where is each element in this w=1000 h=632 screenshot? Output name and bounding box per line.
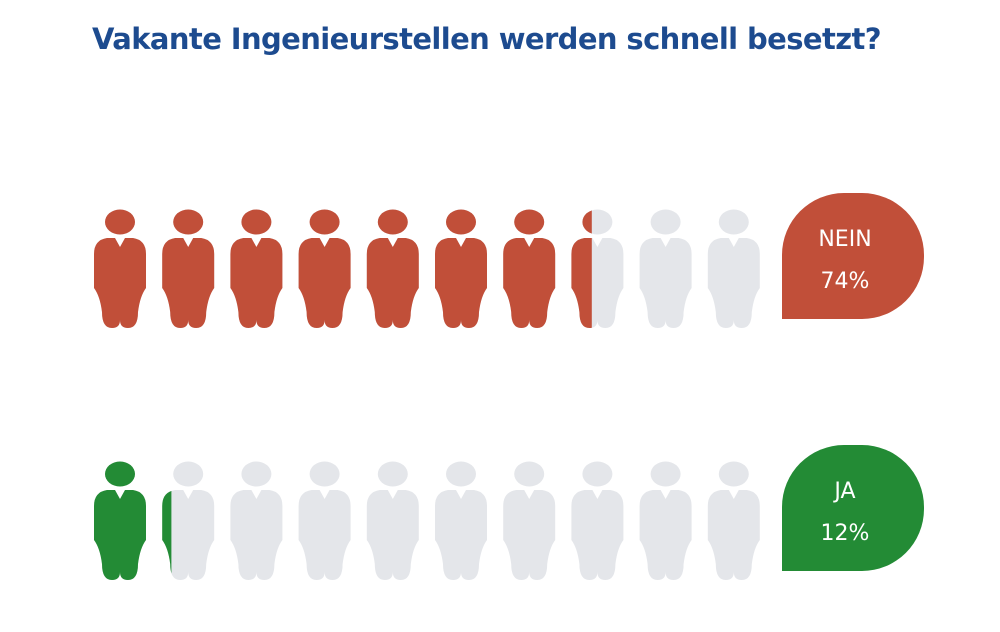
person-icon xyxy=(707,209,760,328)
person-icon xyxy=(162,461,215,580)
person-icon xyxy=(435,209,487,328)
badge-label: NEIN xyxy=(818,227,871,252)
person-icon xyxy=(503,461,556,580)
row-nein: NEIN 74% xyxy=(94,193,924,328)
badge-value: 12% xyxy=(821,521,870,546)
person-icon xyxy=(298,209,351,328)
person-icon xyxy=(230,209,283,328)
badge-nein: NEIN 74% xyxy=(782,193,924,319)
person-icon xyxy=(298,461,351,580)
person-icon xyxy=(707,461,760,580)
person-icon xyxy=(571,461,624,580)
chart-title: Vakante Ingenieurstellen werden schnell … xyxy=(92,22,882,56)
person-icon xyxy=(94,209,146,328)
person-icon xyxy=(571,209,624,328)
badge-value: 74% xyxy=(821,269,870,294)
row-ja: JA 12% xyxy=(94,445,924,580)
person-icon xyxy=(366,461,419,580)
badge-label: JA xyxy=(832,479,855,504)
person-icon xyxy=(503,209,556,328)
person-icon xyxy=(366,209,419,328)
person-icon xyxy=(639,209,692,328)
person-icon xyxy=(639,461,692,580)
person-icon xyxy=(230,461,283,580)
person-icon xyxy=(94,461,146,580)
person-icon xyxy=(162,209,215,328)
person-icon xyxy=(435,461,487,580)
badge-ja: JA 12% xyxy=(782,445,924,571)
